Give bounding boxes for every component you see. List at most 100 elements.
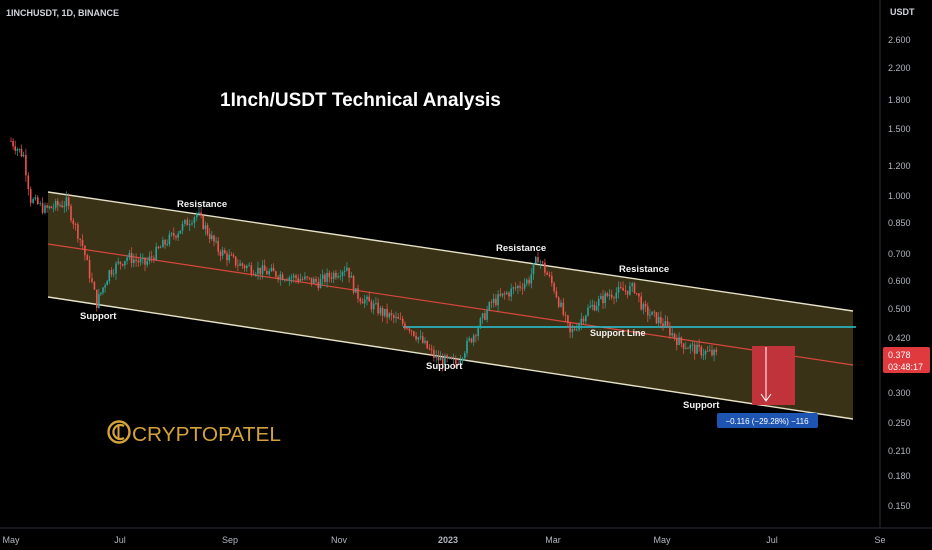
candle-body (86, 255, 89, 261)
candle-body (466, 340, 468, 354)
candle-body (27, 175, 30, 190)
current-price-countdown: 03:48:17 (888, 362, 923, 372)
measure-label: −0.116 (−29.28%) −116 (725, 417, 809, 426)
candle-body (228, 254, 230, 261)
candle-body (678, 337, 680, 345)
candle-body (65, 197, 68, 206)
candle-body (544, 262, 546, 273)
candle-body (268, 271, 270, 275)
candle-body (501, 293, 504, 296)
candle-body (384, 308, 386, 316)
candle-body (604, 293, 606, 304)
candle-body (29, 189, 32, 203)
candle-body (523, 283, 526, 289)
candle-body (435, 355, 437, 358)
candle-body (295, 275, 297, 279)
candle-body (613, 297, 615, 299)
candle-body (530, 274, 533, 284)
candle-body (215, 240, 217, 242)
brand-logo: CRYPTOPATEL (107, 420, 281, 446)
measure-box[interactable] (752, 346, 795, 405)
candle-body (206, 225, 209, 235)
candle-body (88, 260, 91, 279)
candle-body (224, 250, 226, 254)
candle-body (615, 292, 618, 299)
time-tick-label: May (653, 535, 671, 545)
candle-body (361, 301, 364, 304)
symbol-header[interactable]: 1INCHUSDT, 1D, BINANCE (6, 8, 119, 18)
candle-body (564, 314, 567, 316)
logo-ring-icon (107, 420, 131, 444)
price-tick-label: 1.500 (888, 124, 911, 134)
candle-body (620, 286, 622, 288)
candle-body (413, 331, 415, 336)
candle-body (497, 294, 499, 306)
candle-body (422, 336, 424, 343)
candle-body (548, 274, 551, 277)
candle-body (597, 299, 600, 306)
candle-body (691, 344, 694, 346)
candle-body (243, 265, 246, 269)
candle-body (81, 239, 84, 246)
candle-body (638, 293, 640, 297)
candle-body (191, 223, 193, 225)
candle-body (640, 296, 642, 310)
candle-body (587, 307, 589, 316)
candle-body (366, 296, 368, 300)
candle-body (626, 290, 629, 295)
candle-body (284, 279, 286, 281)
candle-body (633, 283, 636, 293)
candle-body (702, 354, 705, 356)
candle-body (330, 277, 333, 279)
time-axis[interactable] (0, 528, 932, 550)
candle-body (337, 276, 339, 278)
channel-lower-line[interactable] (47, 296, 854, 420)
candle-body (499, 294, 502, 296)
candle-body (651, 311, 653, 315)
candle-body (252, 273, 255, 275)
candle-body (512, 287, 515, 289)
candle-body (682, 343, 685, 349)
candle-body (580, 318, 583, 324)
candle-body (128, 253, 131, 258)
candle-body (126, 257, 128, 261)
candle-body (455, 358, 457, 364)
candle-body (408, 328, 411, 331)
candle-body (317, 282, 320, 289)
price-channel[interactable] (48, 192, 853, 419)
candle-body (137, 260, 140, 263)
candle-body (292, 275, 295, 278)
candle-body (585, 315, 587, 322)
candle-body (441, 357, 444, 365)
candle-body (14, 146, 16, 151)
candle-body (676, 338, 678, 345)
candle-body (135, 259, 137, 261)
candle-body (359, 298, 362, 302)
candle-body (629, 286, 631, 295)
candle-body (91, 278, 93, 282)
candle-body (368, 296, 370, 302)
channel-midline[interactable] (47, 243, 854, 366)
price-axis[interactable] (880, 0, 932, 528)
candle-body (104, 285, 106, 288)
candle-body (237, 265, 239, 267)
candle-body (153, 257, 155, 260)
candle-body (567, 315, 569, 323)
channel-upper-line[interactable] (47, 191, 854, 312)
current-price-value: 0.378 (888, 350, 911, 360)
candle-body (321, 274, 324, 279)
annotation-support-3: Support (683, 400, 720, 411)
candle-body (299, 279, 302, 282)
candle-body (589, 306, 591, 308)
candle-body (77, 224, 79, 239)
candle-body (50, 206, 53, 209)
candle-body (415, 335, 417, 340)
candle-body (200, 212, 202, 216)
candle-body (444, 355, 446, 365)
candle-body (304, 276, 306, 280)
candle-body (46, 205, 48, 208)
annotation-resistance-1: Resistance (177, 199, 227, 210)
candle-body (52, 207, 55, 209)
price-tick-label: 2.200 (888, 63, 911, 73)
